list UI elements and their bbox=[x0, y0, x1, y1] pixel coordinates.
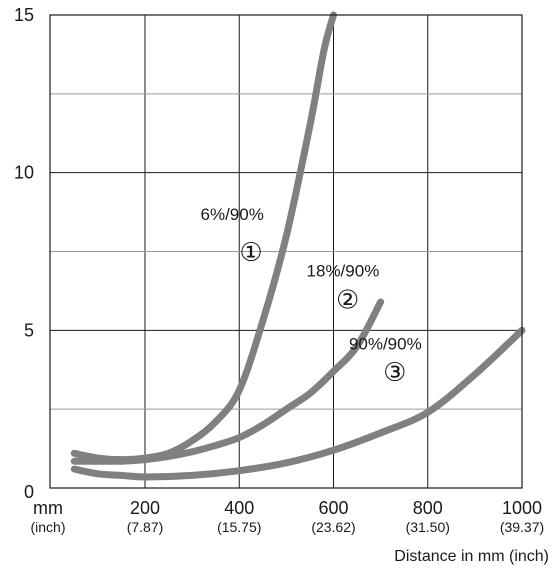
x-tick-sub-label: (39.37) bbox=[500, 519, 544, 535]
x-tick-sub-label: (31.50) bbox=[406, 519, 450, 535]
series-marker: ① bbox=[239, 238, 262, 268]
series-annotation-label: 6%/90% bbox=[201, 205, 264, 224]
x-unit-label: mm bbox=[33, 498, 63, 518]
x-tick-label: 600 bbox=[318, 498, 348, 518]
y-tick-label: 10 bbox=[14, 163, 34, 183]
x-tick-label: 400 bbox=[224, 498, 254, 518]
y-tick-label: 15 bbox=[14, 5, 34, 25]
series-line-3 bbox=[70, 326, 526, 481]
series-lines bbox=[70, 11, 526, 481]
series-annotation-label: 18%/90% bbox=[307, 262, 380, 281]
x-tick-sub-label: (23.62) bbox=[311, 519, 355, 535]
series-marker: ③ bbox=[383, 358, 406, 388]
axes: 200(7.87) 400(15.75) 600(23.62) 800(31.50) 1… bbox=[14, 5, 544, 535]
x-tick-label: 200 bbox=[130, 498, 160, 518]
series-marker: ② bbox=[336, 285, 359, 315]
y-tick-label: 5 bbox=[24, 320, 34, 340]
y-tick-label: 0 bbox=[24, 482, 34, 502]
x-tick-label: 1000 bbox=[502, 498, 542, 518]
plot-frame bbox=[49, 14, 523, 489]
x-tick-sub-label: (7.87) bbox=[127, 519, 164, 535]
series-annotation-label: 90%/90% bbox=[349, 334, 422, 353]
series-line-2 bbox=[70, 298, 385, 465]
x-tick-sub-label: (15.75) bbox=[217, 519, 261, 535]
x-tick-label: 800 bbox=[413, 498, 443, 518]
series-line-1 bbox=[70, 11, 337, 464]
x-unit-sub-label: (inch) bbox=[30, 519, 65, 535]
x-axis-title: Distance in mm (inch) bbox=[394, 548, 549, 565]
annotations: 6%/90% ① 18%/90% ② 90%/90% ③ bbox=[201, 205, 422, 388]
